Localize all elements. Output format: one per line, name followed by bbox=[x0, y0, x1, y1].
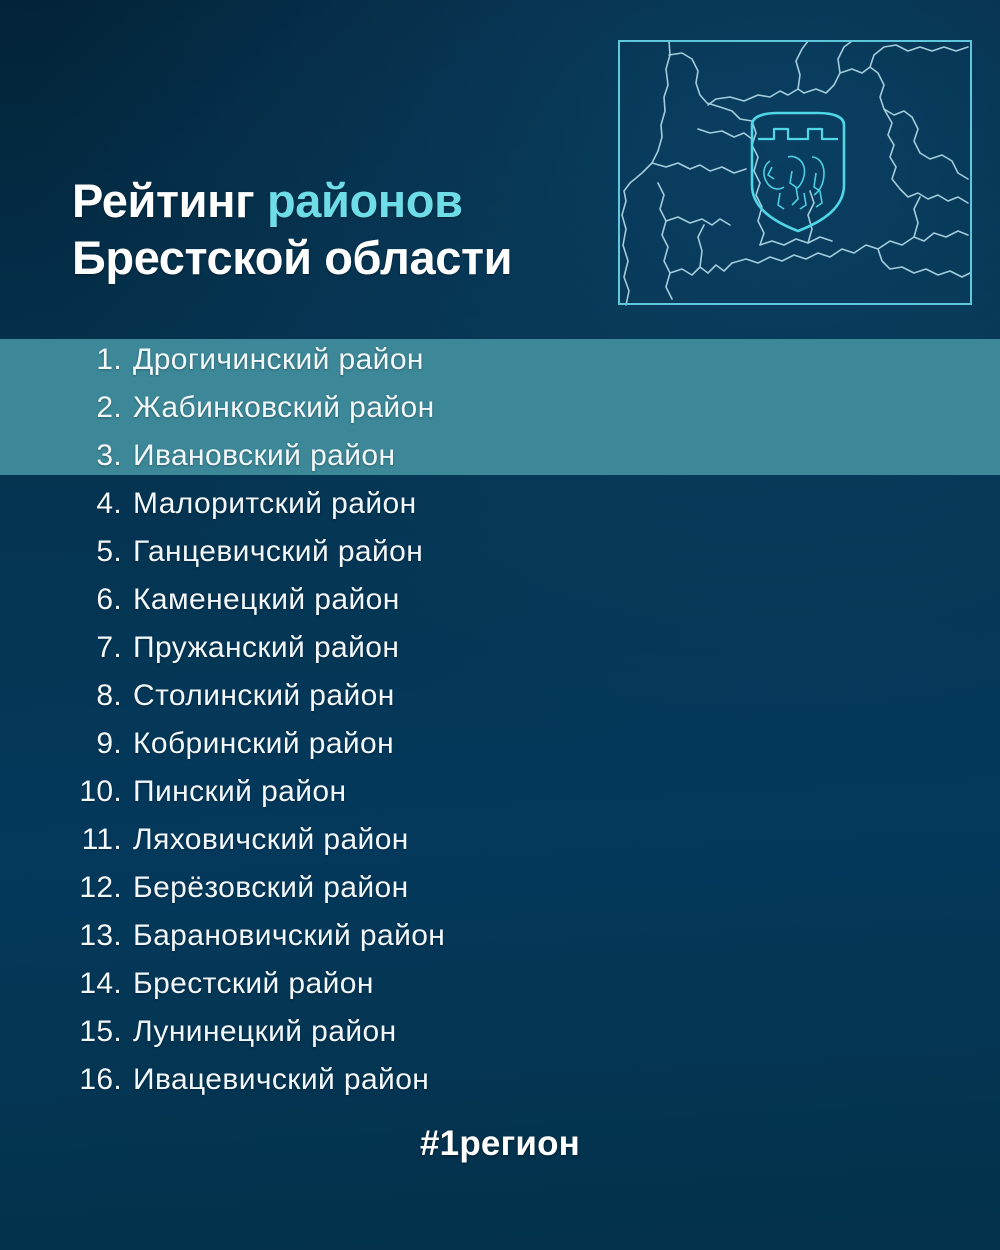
ranking-position: 6. bbox=[96, 583, 122, 616]
ranking-district-name: Пинский район bbox=[133, 775, 347, 808]
title-prefix: Рейтинг bbox=[72, 174, 267, 227]
ranking-district-name: Ивановский район bbox=[133, 439, 396, 472]
ranking-district-name: Ивацевичский район bbox=[133, 1063, 430, 1096]
brest-region-map bbox=[621, 40, 971, 306]
ranking-row: 4. Малоритский район bbox=[0, 480, 1000, 528]
ranking-district-name: Столинский район bbox=[133, 679, 395, 712]
ranking-position: 11. bbox=[81, 823, 122, 856]
ranking-row: 9. Кобринский район bbox=[0, 720, 1000, 768]
ranking-district-name: Каменецкий район bbox=[133, 583, 400, 616]
ranking-row: 10. Пинский район bbox=[0, 768, 1000, 816]
ranking-row: 15. Лунинецкий район bbox=[0, 1008, 1000, 1056]
map-panel bbox=[612, 33, 978, 313]
ranking-row: 3. Ивановский район bbox=[0, 432, 1000, 480]
ranking-row: 14. Брестский район bbox=[0, 960, 1000, 1008]
ranking-position: 4. bbox=[96, 487, 122, 520]
ranking-row: 8. Столинский район bbox=[0, 672, 1000, 720]
ranking-position: 16. bbox=[79, 1063, 122, 1096]
coat-of-arms-shield bbox=[750, 111, 846, 233]
ranking-row: 13. Барановичский район bbox=[0, 912, 1000, 960]
ranking-position: 8. bbox=[96, 679, 122, 712]
ranking-district-name: Брестский район bbox=[133, 967, 374, 1000]
ranking-position: 15. bbox=[79, 1015, 122, 1048]
ranking-position: 9. bbox=[96, 727, 122, 760]
ranking-district-name: Ганцевичский район bbox=[133, 535, 424, 568]
ranking-row: 16. Ивацевичский район bbox=[0, 1056, 1000, 1104]
ranking-position: 13. bbox=[79, 919, 122, 952]
ranking-row: 6. Каменецкий район bbox=[0, 576, 1000, 624]
ranking-district-name: Кобринский район bbox=[133, 727, 395, 760]
ranking-district-name: Ляховичский район bbox=[133, 823, 409, 856]
page-title: Рейтинг районов Брестской области bbox=[72, 172, 612, 286]
ranking-row: 7. Пружанский район bbox=[0, 624, 1000, 672]
ranking-row: 2. Жабинковский район bbox=[0, 384, 1000, 432]
ranking-position: 7. bbox=[96, 631, 122, 664]
ranking-position: 14. bbox=[79, 967, 122, 1000]
top-three-highlight-band bbox=[0, 339, 1000, 475]
title-line-1: Рейтинг районов bbox=[72, 172, 612, 229]
footer-hashtag: #1регион bbox=[420, 1124, 580, 1163]
ranking-position: 3. bbox=[96, 439, 122, 472]
ranking-district-name: Пружанский район bbox=[133, 631, 400, 664]
ranking-position: 10. bbox=[79, 775, 122, 808]
ranking-position: 2. bbox=[96, 391, 122, 424]
ranking-district-name: Жабинковский район bbox=[133, 391, 435, 424]
ranking-list: 1. Дрогичинский район 2. Жабинковский район… bbox=[0, 336, 1000, 1104]
ranking-position: 12. bbox=[79, 871, 122, 904]
ranking-district-name: Дрогичинский район bbox=[133, 343, 424, 376]
ranking-district-name: Барановичский район bbox=[133, 919, 446, 952]
ranking-row: 1. Дрогичинский район bbox=[0, 336, 1000, 384]
map-frame-border bbox=[618, 40, 972, 305]
ranking-district-name: Малоритский район bbox=[133, 487, 417, 520]
ranking-row: 12. Берёзовский район bbox=[0, 864, 1000, 912]
title-line-2: Брестской области bbox=[72, 231, 513, 284]
ranking-row: 5. Ганцевичский район bbox=[0, 528, 1000, 576]
ranking-district-name: Лунинецкий район bbox=[133, 1015, 397, 1048]
ranking-row: 11. Ляховичский район bbox=[0, 816, 1000, 864]
ranking-position: 1. bbox=[96, 343, 122, 376]
title-accent-word: районов bbox=[266, 174, 463, 227]
ranking-position: 5. bbox=[96, 535, 122, 568]
ranking-district-name: Берёзовский район bbox=[133, 871, 409, 904]
